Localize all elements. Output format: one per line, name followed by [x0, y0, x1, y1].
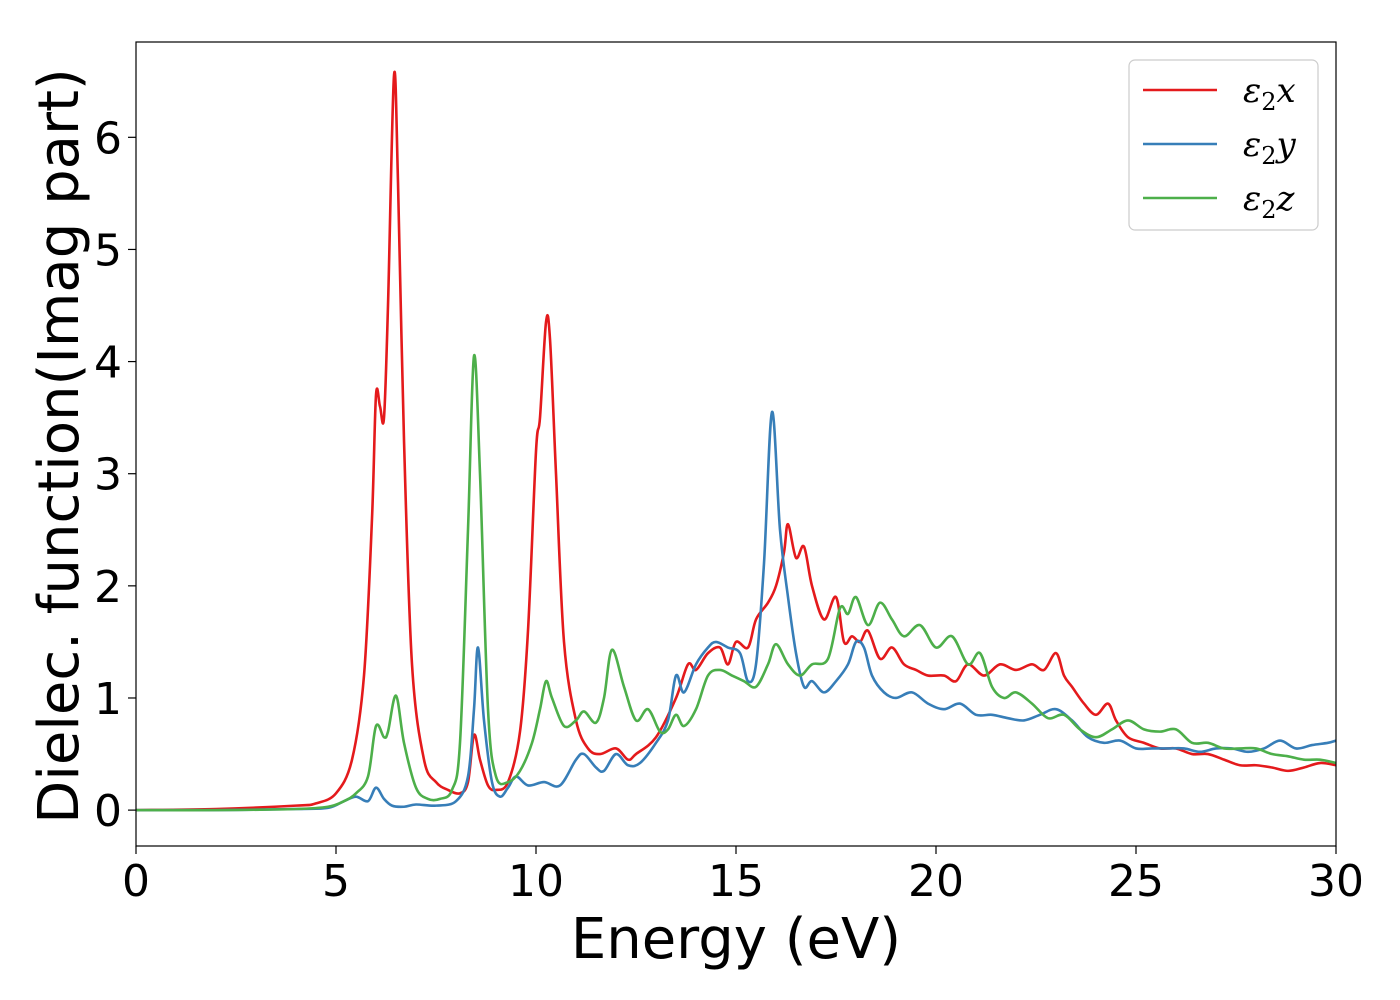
y-tick-label: 0	[94, 786, 122, 837]
y-tick-label: 6	[94, 113, 122, 164]
axis-ticks: 0 5 10 15 20 25 30 0 1 2 3 4 5 6	[94, 113, 1364, 907]
x-tick-label: 10	[508, 856, 564, 907]
x-tick-label: 5	[322, 856, 350, 907]
series-line-x	[136, 70, 1336, 812]
series-layer	[136, 70, 1336, 812]
y-tick-label: 4	[94, 338, 122, 389]
x-tick-label: 30	[1308, 856, 1364, 907]
legend-label-x: ε2x	[1243, 71, 1296, 116]
y-tick-label: 5	[94, 225, 122, 276]
x-tick-label: 0	[122, 856, 150, 907]
legend-label-y: ε2y	[1243, 125, 1297, 170]
y-axis-title: Dielec. function(Imag part)	[27, 68, 92, 824]
y-tick-label: 2	[94, 562, 122, 613]
legend-label-z: ε2z	[1243, 179, 1296, 224]
legend-box	[1128, 59, 1319, 231]
series-line-y	[136, 410, 1336, 812]
y-tick-label: 3	[94, 450, 122, 501]
series-line-z	[136, 353, 1336, 812]
legend: ε2x ε2y ε2z	[1128, 59, 1319, 231]
x-tick-label: 15	[708, 856, 764, 907]
x-tick-label: 20	[908, 856, 964, 907]
y-tick-label: 1	[94, 674, 122, 725]
x-axis-title: Energy (eV)	[571, 907, 901, 972]
x-tick-label: 25	[1108, 856, 1164, 907]
